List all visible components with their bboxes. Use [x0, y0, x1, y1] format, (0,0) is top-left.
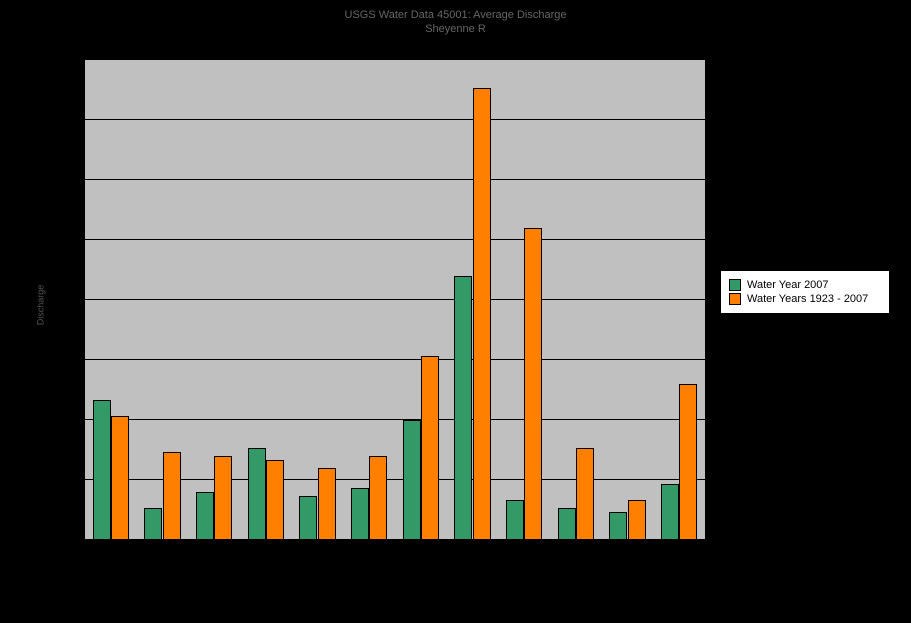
gridline: [85, 179, 705, 180]
legend-item: Water Year 2007: [729, 279, 881, 291]
legend-label: Water Year 2007: [747, 279, 829, 291]
bar: [506, 500, 524, 540]
bar: [351, 488, 369, 540]
gridline: [85, 239, 705, 240]
legend-label: Water Years 1923 - 2007: [747, 293, 868, 305]
bar: [524, 228, 542, 540]
bar: [163, 452, 181, 540]
gridline: [85, 419, 705, 420]
chart-title: USGS Water Data 45001: Average Discharge…: [0, 8, 911, 37]
bar: [93, 400, 111, 540]
bar: [609, 512, 627, 540]
bar: [214, 456, 232, 540]
legend-swatch: [729, 293, 741, 305]
bar: [248, 448, 266, 540]
bar: [661, 484, 679, 540]
bar: [421, 356, 439, 540]
gridline: [85, 359, 705, 360]
bar: [576, 448, 594, 540]
bar: [144, 508, 162, 540]
bar: [679, 384, 697, 540]
bar: [403, 420, 421, 540]
plot-area: [85, 60, 705, 540]
legend: Water Year 2007 Water Years 1923 - 2007: [720, 270, 890, 314]
bar: [318, 468, 336, 540]
bar: [454, 276, 472, 540]
legend-item: Water Years 1923 - 2007: [729, 293, 881, 305]
gridline: [85, 59, 705, 60]
chart-title-line1: USGS Water Data 45001: Average Discharge: [0, 8, 911, 22]
gridline: [85, 299, 705, 300]
legend-swatch: [729, 279, 741, 291]
chart-title-line2: Sheyenne R: [0, 22, 911, 36]
bar: [628, 500, 646, 540]
bar: [266, 460, 284, 540]
bar: [196, 492, 214, 540]
bar: [111, 416, 129, 540]
y-axis-label: Discharge: [35, 285, 45, 326]
gridline: [85, 119, 705, 120]
bar: [473, 88, 491, 540]
y-axis: Discharge: [20, 60, 40, 540]
bar: [369, 456, 387, 540]
bar: [558, 508, 576, 540]
bar: [299, 496, 317, 540]
